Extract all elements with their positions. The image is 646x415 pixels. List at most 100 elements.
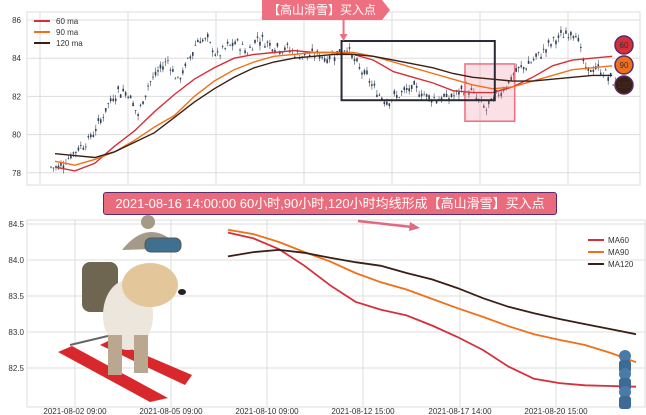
candle-body [547,40,550,43]
candle-body [592,69,595,72]
candle-body [187,57,189,59]
candle-body [204,38,207,40]
ma-badge-label: 120 [617,81,631,90]
candle-body [122,88,124,92]
candle-body [522,67,525,70]
candle-body [415,86,418,88]
candle-body [418,94,420,97]
ma-badge [614,35,634,55]
candle-body [557,35,560,38]
candle-body [338,49,341,54]
candle-body [525,68,527,70]
candle-body [590,70,592,73]
candle-body [537,51,540,53]
candle-body [67,157,70,159]
candle-body [259,41,261,46]
candle-body [221,46,224,48]
candle-body [373,83,376,86]
candle-body [485,109,488,111]
candle-body [211,50,214,53]
candle-body [550,44,552,47]
y-tick-label: 84.0 [8,256,24,265]
candle-body [368,81,371,83]
dog-head [122,263,178,307]
annotation-banner: 2021-08-16 14:00:00 60小时,90小时,120小时均线形成【… [103,192,557,215]
candle-body [612,84,614,86]
candle-body [433,97,435,98]
y-tick-label: 80 [12,131,21,140]
candle-body [264,46,266,48]
pointer-arrow-head [409,222,420,231]
candle-body [572,36,575,39]
candle-body [271,49,274,52]
candle-body [112,98,114,101]
candle-body [97,118,100,121]
y-tick-label: 82.5 [8,364,24,373]
y-tick-label: 84 [12,54,21,63]
candle-body [184,63,187,67]
buy-arrow-head [339,34,348,41]
candle-body [378,94,381,96]
candle-body [423,94,425,96]
candle-body [52,167,55,169]
candle-body [328,55,331,60]
candle-body [117,86,119,90]
candle-body [239,49,241,51]
candle-body [294,56,296,58]
candle-body [241,43,244,45]
candle-body [507,80,510,84]
candle-body [580,46,582,48]
candle-body [353,59,356,62]
y-tick-label: 84.5 [8,220,24,229]
candle-body [147,85,149,87]
candle-body [231,42,234,46]
candle-body [174,78,177,80]
candle-body [587,67,590,71]
candle-body [468,93,470,95]
candle-body [597,64,600,67]
candle-body [234,41,236,45]
candle-body [346,50,348,52]
candle-body [562,37,565,39]
candle-body [124,92,127,96]
candle-body [87,135,90,138]
candle-body [351,54,353,59]
candle-body [308,54,311,57]
candle-body [144,95,147,98]
candle-body [197,40,199,43]
ma-badge-label: 90 [620,61,629,70]
candle-body [381,97,383,100]
candle-body [224,48,226,49]
candle-body [82,147,85,150]
candle-body [107,103,110,105]
candle-body [512,73,515,76]
candle-body [219,55,221,57]
ma-badge [614,75,634,95]
skiing-dog-illustration [58,215,192,402]
candle-body [555,40,557,45]
candle-body [254,39,256,43]
legend-label: 90 ma [56,28,79,37]
candle-body [585,66,587,68]
candle-body [77,147,80,151]
candle-body [453,95,455,97]
x-tick-label: 2021-08-10 09:00 [235,407,299,415]
candle-body [535,53,537,57]
candle-body [274,50,276,52]
candle-body [410,85,413,89]
x-tick-label: 2021-08-02 09:00 [43,407,107,415]
candle-body [497,94,500,96]
candle-body [575,36,577,38]
candle-body [127,96,129,98]
candle-body [269,42,271,46]
candle-body [194,44,197,46]
candle-body [276,43,279,47]
candle-body [565,30,567,34]
candle-body [460,85,463,89]
candle-body [80,145,82,146]
candle-body [552,37,555,38]
candle-body [363,70,366,74]
candle-body [172,69,174,72]
candle-body [517,66,520,69]
candle-body [236,39,239,41]
